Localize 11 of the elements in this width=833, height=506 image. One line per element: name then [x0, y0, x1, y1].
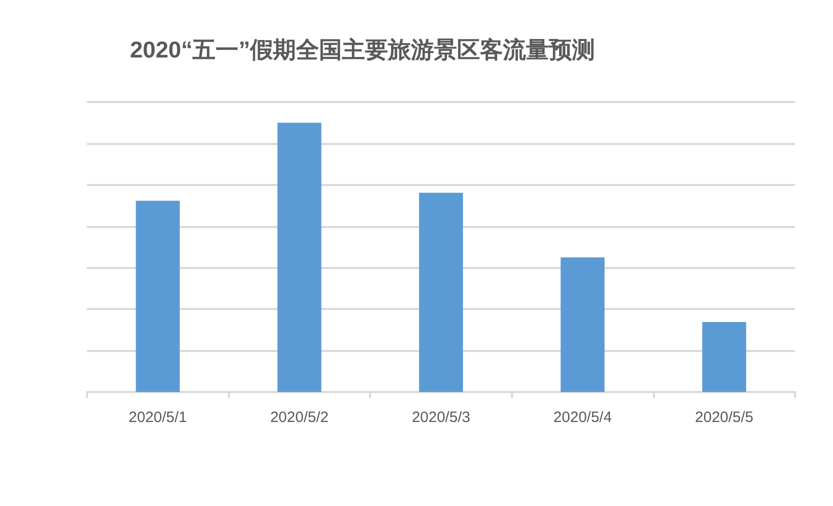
x-tick-label: 2020/5/1 [128, 409, 187, 426]
x-tick-label: 2020/5/3 [412, 409, 470, 426]
x-tick-label: 2020/5/5 [695, 409, 754, 426]
bar [136, 200, 180, 392]
bar [419, 192, 463, 392]
chart-title: 2020“五一”假期全国主要旅游景区客流量预测 [130, 36, 596, 62]
x-tick-label: 2020/5/2 [270, 409, 329, 426]
x-tick-label: 2020/5/4 [553, 409, 612, 426]
bar [702, 322, 746, 392]
bar [277, 122, 322, 392]
bar [560, 257, 605, 392]
